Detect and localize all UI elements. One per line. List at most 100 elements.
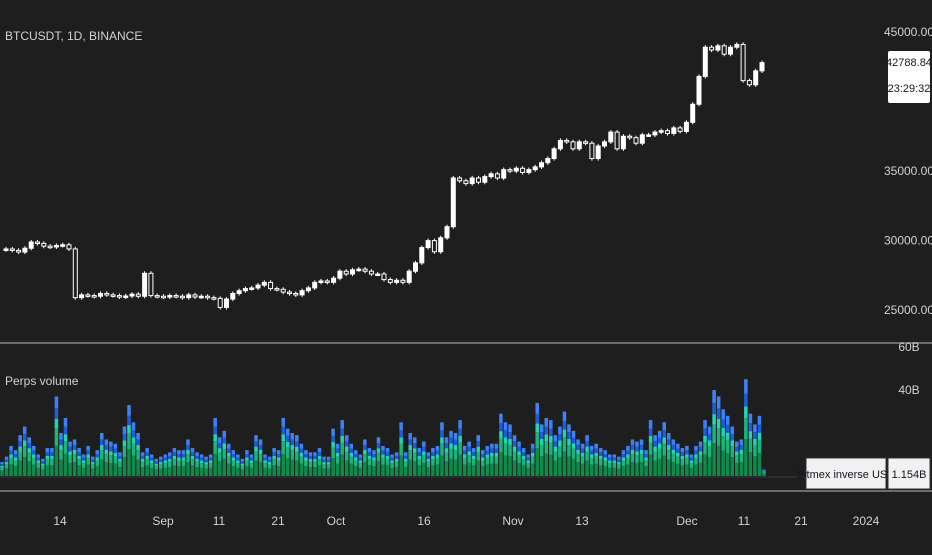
volume-bar-segment xyxy=(725,432,730,440)
volume-bar-segment xyxy=(213,417,217,427)
volume-bar-segment xyxy=(45,459,50,466)
volume-bar xyxy=(181,450,186,476)
volume-axis[interactable]: 60B 40B xyxy=(898,340,919,397)
volume-bar-segment xyxy=(530,448,535,453)
volume-bar xyxy=(390,454,394,476)
volume-bar-segment xyxy=(27,437,31,444)
time-axis-tick: Sep xyxy=(152,514,174,528)
volume-bar-segment xyxy=(490,448,494,453)
volume-bar-segment xyxy=(31,450,36,455)
volume-bar-segment xyxy=(567,432,571,439)
volume-bar-segment xyxy=(163,463,168,468)
volume-bar-segment xyxy=(263,467,267,476)
volume-bar xyxy=(412,437,417,476)
volume-bar xyxy=(503,422,508,476)
volume-bar-segment xyxy=(181,454,186,458)
volume-bar-segment xyxy=(694,464,698,476)
volume-bar-segment xyxy=(467,455,471,463)
price-axis[interactable]: 45000.00 35000.00 30000.00 25000.00 xyxy=(884,25,932,317)
volume-bar-segment xyxy=(118,467,122,476)
volume-pane[interactable] xyxy=(0,379,766,476)
volume-bar-segment xyxy=(177,460,181,467)
volume-bar xyxy=(299,443,304,476)
candle xyxy=(425,238,431,250)
volume-bar xyxy=(431,448,435,476)
volume-bar-segment xyxy=(671,439,676,445)
volume-bar-segment xyxy=(217,443,222,449)
candle xyxy=(564,138,570,144)
volume-bar-segment xyxy=(9,457,13,465)
volume-bar-segment xyxy=(499,423,503,432)
volume-bar-segment xyxy=(9,445,13,451)
candle xyxy=(431,238,437,254)
volume-bar-segment xyxy=(735,446,739,452)
price-pane[interactable] xyxy=(3,42,765,310)
candle xyxy=(614,130,620,151)
volume-bar-segment xyxy=(22,440,27,447)
volume-bar-segment xyxy=(376,461,381,476)
volume-bar-segment xyxy=(13,466,18,476)
volume-bar-segment xyxy=(168,461,172,468)
candle-body xyxy=(324,280,330,283)
volume-bar xyxy=(127,405,131,476)
volume-bar xyxy=(204,456,208,476)
volume-bar-segment xyxy=(163,457,168,461)
volume-bar-segment xyxy=(644,457,648,461)
candle-body xyxy=(431,240,437,253)
volume-bar-segment xyxy=(412,437,417,444)
volume-bar-segment xyxy=(644,460,648,467)
volume-bar-segment xyxy=(281,417,285,427)
volume-bar-segment xyxy=(753,432,757,439)
volume-bar-segment xyxy=(612,457,617,461)
volume-bar-segment xyxy=(725,453,730,476)
volume-bar-segment xyxy=(304,454,308,458)
volume-bar-segment xyxy=(131,422,136,431)
volume-bar-segment xyxy=(145,455,149,460)
volume-bar-segment xyxy=(340,435,344,443)
time-axis-tick: 13 xyxy=(575,514,589,528)
candle xyxy=(41,241,47,249)
volume-bar xyxy=(553,435,558,476)
volume-bar-segment xyxy=(208,454,213,458)
candle xyxy=(368,269,374,277)
volume-bar-segment xyxy=(580,443,585,449)
candle xyxy=(91,293,97,299)
volume-bar-segment xyxy=(412,448,417,453)
volume-bar-segment xyxy=(77,459,81,466)
volume-bar-segment xyxy=(72,444,77,450)
volume-bar-segment xyxy=(263,463,267,468)
volume-bar-segment xyxy=(127,415,131,425)
volume-bar-segment xyxy=(90,468,95,476)
volume-bar-segment xyxy=(485,445,490,451)
volume-bar-segment xyxy=(313,458,317,462)
volume-bar-segment xyxy=(589,450,594,455)
volume-bar-segment xyxy=(444,443,449,449)
volume-bar-segment xyxy=(50,465,54,476)
volume-bar-segment xyxy=(385,459,390,466)
volume-bar xyxy=(499,413,503,476)
volume-bar xyxy=(295,435,299,476)
candle xyxy=(652,130,658,137)
candle-body xyxy=(47,245,53,249)
volume-bar-segment xyxy=(177,454,181,458)
volume-bar-segment xyxy=(680,465,685,476)
volume-bar-segment xyxy=(544,417,549,427)
volume-bar-segment xyxy=(485,454,490,458)
volume-bar-segment xyxy=(467,441,471,447)
time-axis[interactable]: 14 Sep 11 21 Oct 16 Nov 13 Dec 11 21 2024 xyxy=(53,514,879,528)
volume-bar xyxy=(576,439,580,476)
time-axis-tick: 2024 xyxy=(853,514,880,528)
volume-bar-segment xyxy=(508,445,512,457)
volume-bar-segment xyxy=(762,471,766,473)
volume-bar xyxy=(59,433,63,476)
candle xyxy=(72,246,78,300)
candle-body xyxy=(3,248,9,251)
volume-bar xyxy=(186,439,190,476)
candle xyxy=(690,102,696,125)
volume-bar-segment xyxy=(671,454,676,463)
volume-bar-segment xyxy=(739,462,744,476)
volume-bar-segment xyxy=(322,464,326,469)
volume-bar-segment xyxy=(181,466,186,476)
candle-body xyxy=(205,295,211,299)
